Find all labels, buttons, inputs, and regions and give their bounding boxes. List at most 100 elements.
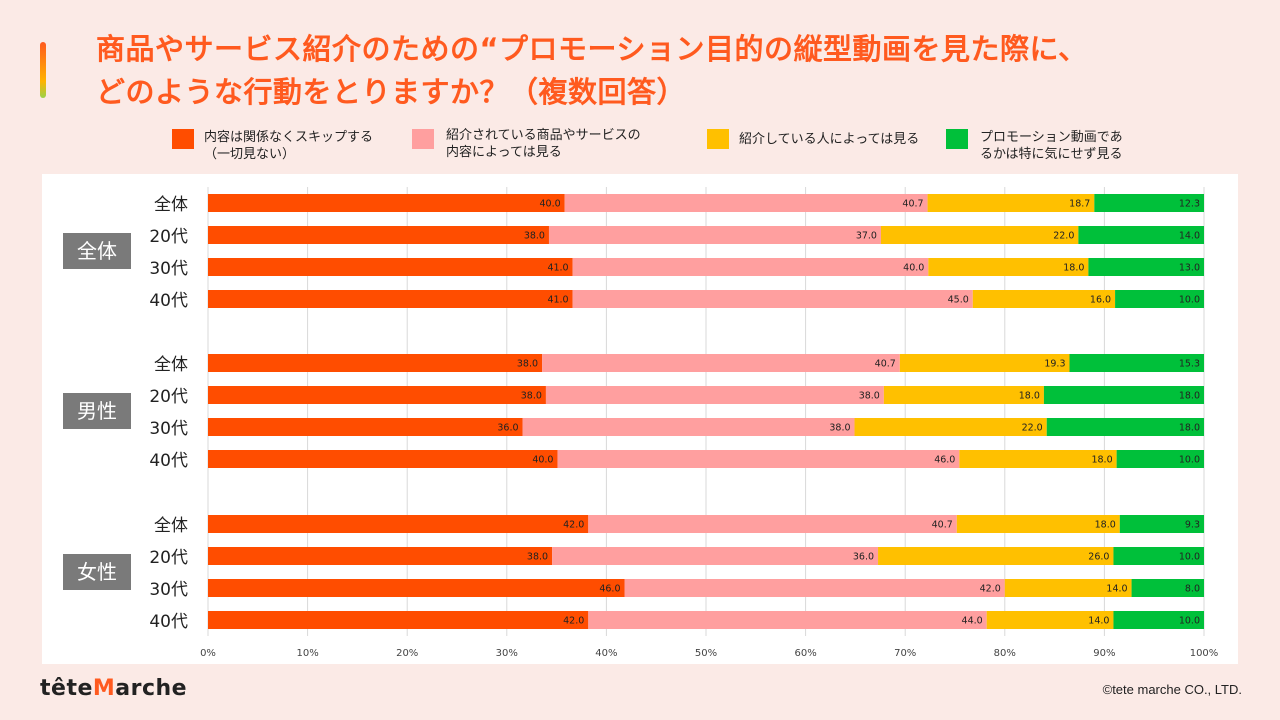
row-label: 全体 [154, 195, 188, 215]
bar-segment [880, 226, 1079, 244]
legend-label: プロモーション動画であ るかは特に気にせず見る [980, 130, 1123, 162]
bar-segment [208, 450, 558, 468]
data-label: 14.0 [1106, 584, 1127, 595]
data-label: 18.0 [1019, 391, 1040, 402]
group-label: 女性 [63, 554, 131, 590]
legend-label: 紹介されている商品やサービスの 内容によっては見る [446, 128, 641, 160]
bar-segment [1094, 194, 1204, 212]
data-label: 18.0 [1095, 520, 1116, 531]
row-label: 20代 [149, 227, 188, 247]
data-label: 14.0 [1179, 231, 1200, 242]
bar-segment [542, 354, 900, 372]
bar-segment [208, 515, 589, 533]
bar-segment [208, 290, 573, 308]
bar-segment [1078, 226, 1204, 244]
bar-segment [1119, 515, 1204, 533]
bar-segment [878, 547, 1114, 565]
data-label: 26.0 [1088, 552, 1109, 563]
row-label: 40代 [149, 612, 188, 632]
bar-segment [208, 226, 549, 244]
data-label: 46.0 [599, 584, 620, 595]
bar-segment [208, 418, 523, 436]
data-label: 42.0 [563, 520, 584, 531]
bar-segment [1043, 386, 1204, 404]
legend-label: 紹介している人によっては見る [739, 132, 920, 147]
data-label: 10.0 [1179, 616, 1200, 627]
logo-text-pre: tête [40, 676, 93, 701]
bar-segment [1004, 579, 1132, 597]
x-tick-label: 90% [1093, 648, 1115, 659]
bar-segment [956, 515, 1120, 533]
bar-segment [564, 194, 928, 212]
page-title: 商品やサービス紹介のための“プロモーション目的の縦型動画を見た際に、 どのような… [96, 28, 1246, 114]
logo-text-post: arche [115, 676, 188, 701]
bar-segment [208, 194, 565, 212]
data-label: 10.0 [1179, 455, 1200, 466]
x-tick-label: 30% [496, 648, 518, 659]
title-line-1: 商品やサービス紹介のための“プロモーション目的の縦型動画を見た際に、 [96, 32, 1088, 66]
bar-segment [883, 386, 1044, 404]
data-label: 22.0 [1053, 231, 1074, 242]
x-tick-label: 0% [200, 648, 216, 659]
bar-segment [1069, 354, 1204, 372]
data-label: 18.0 [1063, 263, 1084, 274]
data-label: 40.0 [903, 263, 924, 274]
data-label: 10.0 [1179, 295, 1200, 306]
data-label: 40.0 [532, 455, 553, 466]
data-label: 38.0 [524, 231, 545, 242]
bar-segment [1131, 579, 1204, 597]
bar-segment [972, 290, 1116, 308]
legend-swatch [412, 129, 434, 149]
data-label: 18.0 [1179, 423, 1200, 434]
group-label: 男性 [63, 393, 131, 429]
bar-segment [557, 450, 960, 468]
data-label: 13.0 [1179, 263, 1200, 274]
bar-segment [208, 258, 573, 276]
bar-segment [545, 386, 884, 404]
bar-segment [208, 611, 589, 629]
data-label: 10.0 [1179, 552, 1200, 563]
data-label: 40.7 [875, 359, 896, 370]
bar-segment [522, 418, 855, 436]
data-label: 38.0 [517, 359, 538, 370]
x-tick-label: 50% [695, 648, 717, 659]
data-label: 42.0 [563, 616, 584, 627]
bar-segment [854, 418, 1047, 436]
title-accent-bar [40, 42, 46, 98]
bar-segment [986, 611, 1114, 629]
data-label: 41.0 [547, 263, 568, 274]
row-label: 30代 [149, 580, 188, 600]
data-label: 40.7 [932, 520, 953, 531]
data-label: 18.7 [1069, 199, 1090, 210]
x-tick-label: 20% [396, 648, 418, 659]
bar-segment [1088, 258, 1204, 276]
copyright-text: ©tete marche CO., LTD. [1102, 682, 1242, 697]
brand-logo: têteMarche [40, 676, 187, 701]
x-tick-label: 100% [1190, 648, 1219, 659]
bar-segment [208, 354, 543, 372]
bar-segment [1113, 611, 1204, 629]
data-label: 40.0 [540, 199, 561, 210]
bar-segment [928, 258, 1089, 276]
data-label: 37.0 [856, 231, 877, 242]
data-label: 38.0 [521, 391, 542, 402]
bar-segment [572, 290, 973, 308]
bar-segment [572, 258, 929, 276]
x-tick-label: 60% [794, 648, 816, 659]
x-tick-label: 40% [595, 648, 617, 659]
bar-segment [208, 579, 625, 597]
bar-segment [588, 611, 987, 629]
x-tick-label: 10% [296, 648, 318, 659]
data-label: 15.3 [1179, 359, 1200, 370]
row-label: 全体 [154, 516, 188, 536]
row-label: 40代 [149, 291, 188, 311]
bar-segment [1115, 290, 1204, 308]
bar-segment [1113, 547, 1204, 565]
bar-segment [548, 226, 881, 244]
bar-segment [1116, 450, 1204, 468]
data-label: 18.0 [1179, 391, 1200, 402]
data-label: 18.0 [1091, 455, 1112, 466]
logo-text-m: M [92, 676, 116, 701]
data-label: 38.0 [829, 423, 850, 434]
